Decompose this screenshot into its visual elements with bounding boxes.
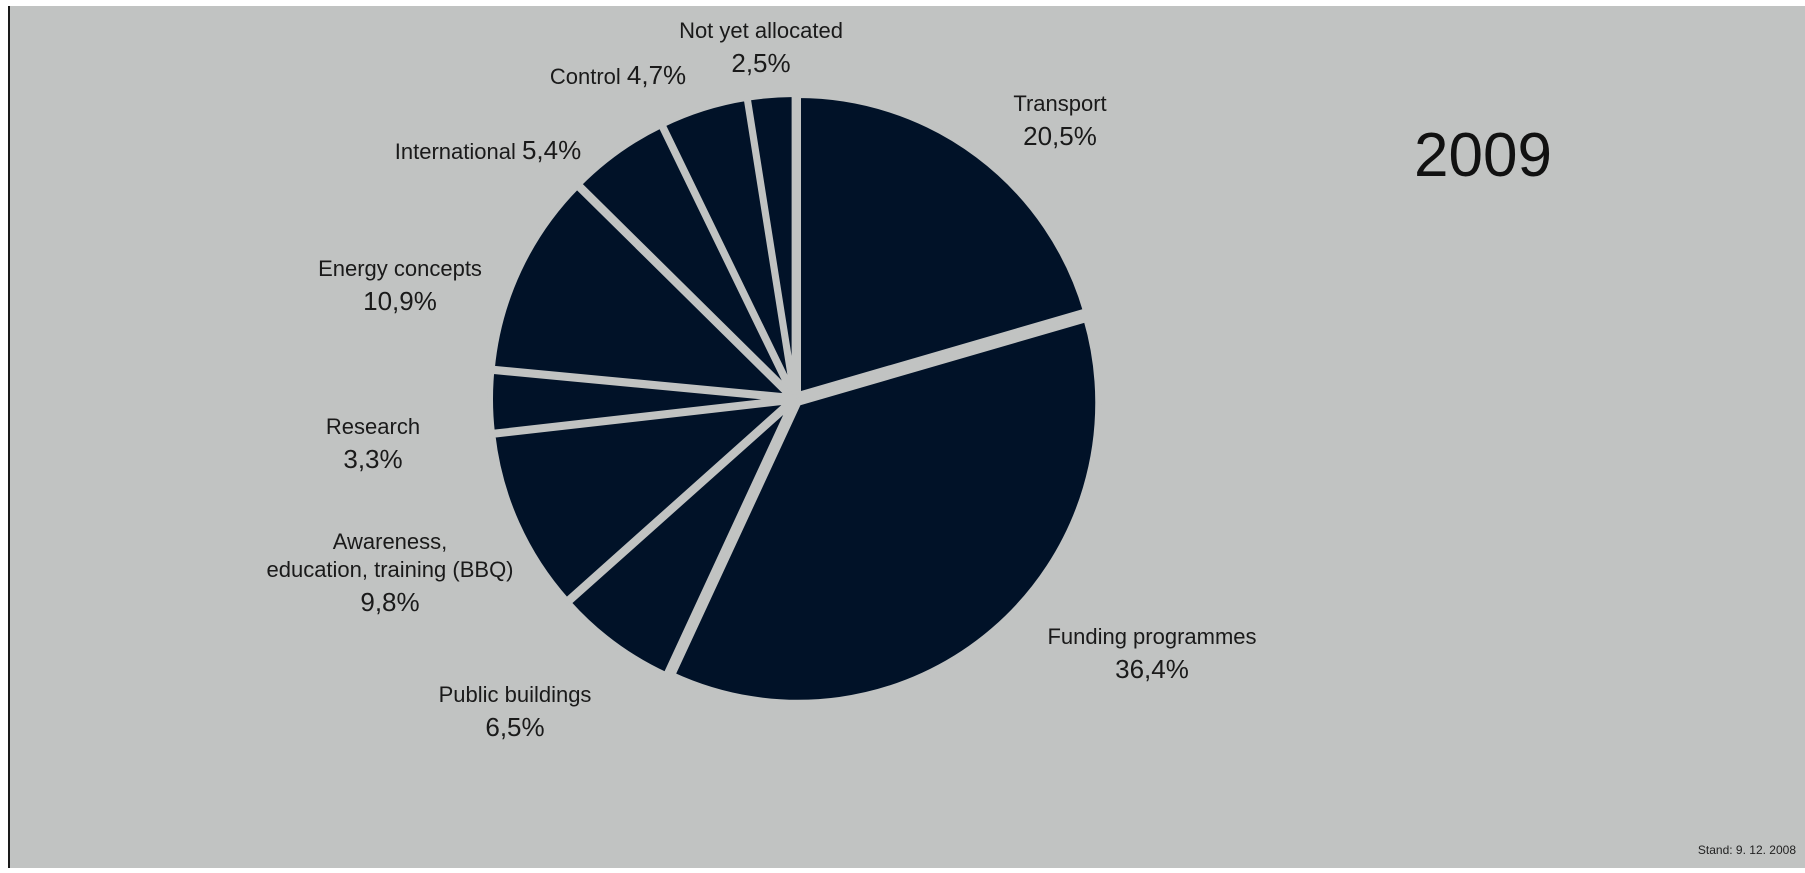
pie-slice-energy-concepts [488,181,799,401]
pie-chart: Transport 20,5% Funding programmes 36,4% Pub… [266,18,1796,857]
stand-date: Stand: 9. 12. 2008 [1698,843,1796,857]
pie-slice-not-yet-allocated [744,91,798,395]
label-value-transport: 20,5% [1023,121,1097,151]
label-value-public-buildings: 6,5% [485,712,544,742]
label-value-funding-programmes: 36,4% [1115,654,1189,684]
label-value-awareness-education-training-bbq: 9,8% [360,587,419,617]
label-name-awareness-education-training-bbq-line-1: Awareness, [333,529,448,554]
label-name-control: Control [550,64,627,89]
label-value-international: 5,4% [522,135,581,165]
label-name-research: Research [326,414,420,439]
pie-slices [487,91,1102,706]
label-value-control: 4,7% [627,60,686,90]
chart-frame: Transport 20,5% Funding programmes 36,4% Pub… [8,6,1805,868]
pie-labels: Transport 20,5% Funding programmes 36,4% Pub… [266,18,1256,742]
label-name-not-yet-allocated: Not yet allocated [679,18,843,43]
label-name-energy-concepts: Energy concepts [318,256,482,281]
label-name-public-buildings: Public buildings [439,682,592,707]
label-control: Control 4,7% [550,60,686,90]
label-international: International 5,4% [395,135,581,165]
label-value-energy-concepts: 10,9% [363,286,437,316]
label-name-awareness-education-training-bbq-line-2: education, training (BBQ) [266,557,513,582]
label-name-transport: Transport [1013,91,1106,116]
year-label: 2009 [1414,121,1552,190]
pie-slice-awareness-education-training-bbq [489,396,800,606]
label-value-not-yet-allocated: 2,5% [731,48,790,78]
pie-slice-public-buildings [564,400,795,680]
pie-slice-transport [795,91,1090,399]
label-name-funding-programmes: Funding programmes [1047,624,1256,649]
pie-slice-funding-programmes [668,315,1102,706]
label-value-research: 3,3% [343,444,402,474]
label-name-international: International [395,139,522,164]
